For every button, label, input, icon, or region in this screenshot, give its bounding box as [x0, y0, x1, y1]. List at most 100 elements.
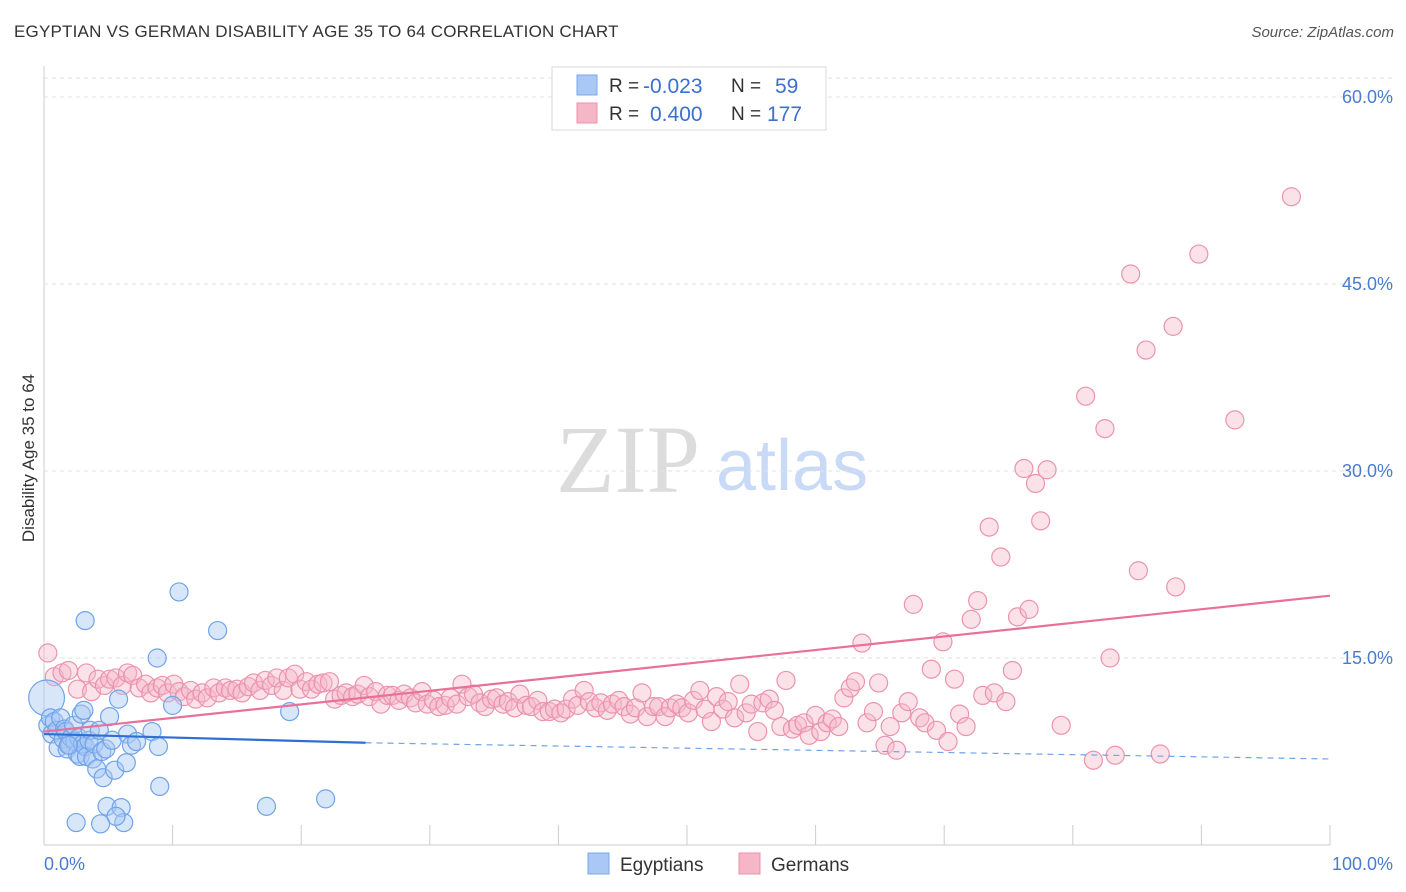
grid-lines	[44, 77, 1393, 659]
germans-point	[38, 643, 58, 663]
germans-point	[880, 716, 900, 737]
egyptians-point	[40, 708, 61, 728]
legend-n-value: 177	[767, 103, 802, 126]
germans-point	[1150, 744, 1170, 764]
germans-point	[869, 673, 889, 693]
egyptians-point	[150, 776, 170, 797]
germans-point	[771, 716, 791, 737]
legend-bottom-swatch-egyptians	[587, 852, 610, 875]
germans-point	[968, 591, 988, 611]
germans-point	[672, 698, 692, 718]
axes	[43, 66, 1331, 846]
germans-point	[991, 547, 1011, 567]
source-label: Source: ZipAtlas.com	[1251, 24, 1394, 41]
germans-point	[1095, 419, 1115, 439]
germans-point	[1163, 316, 1183, 336]
legend-bottom-swatch-germans	[738, 852, 761, 875]
germans-point	[227, 679, 247, 699]
egyptians-point	[126, 731, 147, 752]
germans-trend-line	[43, 594, 1331, 733]
germans-point	[915, 713, 935, 733]
germans-point	[67, 679, 88, 699]
germans-point	[845, 672, 866, 692]
germans-point	[1007, 607, 1028, 627]
germans-point	[1014, 458, 1034, 479]
egyptians-point	[147, 648, 167, 668]
germans-point	[290, 679, 310, 699]
y-tick-label: 45.0%	[1342, 274, 1393, 294]
egyptians-point	[163, 695, 183, 715]
germans-point	[447, 694, 467, 714]
egyptians-point	[208, 620, 228, 641]
egyptians-point	[58, 735, 79, 755]
egyptians-trend-line	[43, 732, 366, 744]
germans-point	[1281, 187, 1302, 207]
germans-point	[301, 679, 322, 699]
egyptians-point	[114, 812, 134, 833]
egyptians-point	[116, 753, 136, 773]
egyptians-point	[169, 582, 189, 602]
egyptians-point	[93, 768, 113, 788]
egyptians-point	[256, 796, 277, 816]
germans-point	[748, 721, 768, 742]
germans-point	[852, 633, 872, 653]
germans-point	[1002, 660, 1022, 681]
legend-n-value: 59	[775, 75, 798, 98]
legend-n-label: N =	[731, 76, 761, 97]
germans-point	[921, 659, 941, 679]
germans-point	[1189, 244, 1209, 264]
watermark-zip: ZIP	[556, 406, 700, 513]
germans-point	[718, 692, 738, 712]
germans-point	[389, 690, 409, 710]
germans-point	[273, 680, 293, 701]
germans-point	[834, 688, 854, 708]
egyptians-point	[148, 736, 169, 757]
germans-point	[609, 690, 629, 710]
germans-point	[319, 672, 340, 692]
germans-point	[857, 713, 877, 733]
legend-bottom-label-egyptians: Egyptians	[620, 855, 703, 876]
germans-point	[528, 690, 548, 710]
germans-point	[574, 680, 594, 701]
germans-point	[1166, 577, 1186, 597]
legend-swatch-egyptians	[576, 74, 598, 96]
germans-point	[944, 669, 965, 689]
legend-bottom: Egyptians Germans	[587, 852, 849, 876]
germans-point	[58, 660, 79, 681]
germans-point	[730, 674, 750, 694]
germans-point	[1025, 473, 1046, 494]
germans-point	[493, 694, 513, 714]
legend-n-label: N =	[731, 104, 761, 125]
germans-point	[106, 668, 126, 688]
germans-point	[782, 719, 803, 739]
egyptians-point	[75, 610, 95, 631]
germans-point	[840, 678, 860, 698]
trend-lines	[43, 594, 1331, 760]
x-tick-label-max: 100.0%	[1332, 854, 1393, 874]
germans-point	[1051, 715, 1071, 735]
germans-point	[285, 664, 305, 684]
germans-point	[1076, 386, 1096, 406]
germans-point	[267, 668, 287, 688]
germans-point	[141, 683, 161, 703]
germans-point	[250, 680, 270, 701]
tick-labels: 15.0% 30.0% 45.0% 60.0%	[1342, 87, 1393, 668]
legend-top: R = -0.023 N = 59 R = 0.400 N = 177	[551, 66, 827, 131]
germans-point	[822, 709, 842, 729]
germans-point	[892, 703, 912, 723]
germans-point	[701, 711, 722, 732]
egyptians-point	[74, 700, 94, 720]
data-points	[28, 187, 1302, 834]
germans-point	[632, 683, 652, 703]
germans-point	[690, 680, 710, 701]
germans-point	[829, 716, 849, 737]
germans-point	[313, 673, 333, 693]
germans-point	[510, 684, 530, 704]
germans-point	[117, 663, 138, 683]
chart-title: EGYPTIAN VS GERMAN DISABILITY AGE 35 TO …	[14, 22, 619, 41]
germans-point	[979, 517, 999, 537]
germans-point	[799, 725, 819, 745]
germans-point	[950, 704, 970, 724]
germans-point	[875, 735, 895, 755]
